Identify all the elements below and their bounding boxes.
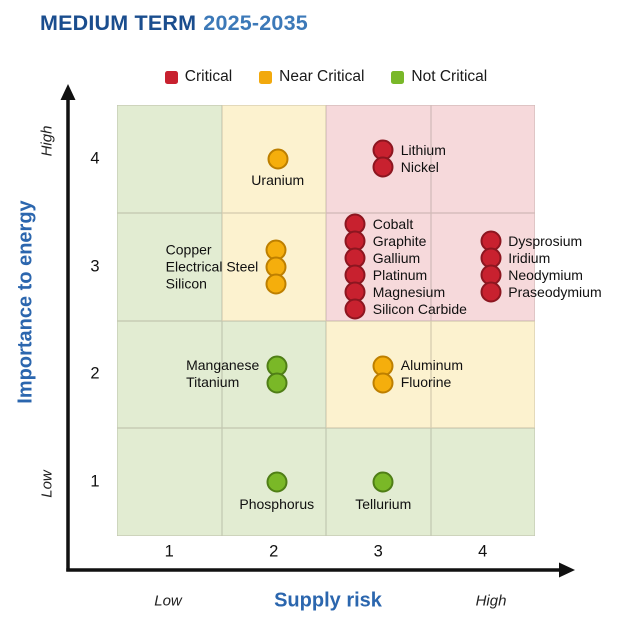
x-axis-low-label: Low (154, 592, 182, 610)
dysprosium-label-group: Dysprosium Iridium Neodymium Praseodymium (508, 233, 601, 301)
copper-label-group: Copper Electrical Steel Silicon (166, 241, 259, 292)
x-tick-3: 3 (373, 542, 383, 561)
nickel-dot (372, 156, 394, 178)
matrix-cell-x1-y4 (117, 105, 222, 213)
cobalt-label-group: Cobalt Graphite Gallium Platinum Magnesium Si… (373, 216, 467, 318)
critical-swatch-icon (164, 70, 178, 84)
aluminum-label: Aluminum (400, 357, 463, 374)
uranium-label: Uranium (251, 172, 305, 189)
manganese-label: Manganese (186, 357, 260, 374)
iridium-label: Iridium (508, 249, 551, 266)
silicon-label: Silicon (165, 275, 207, 292)
uranium-dot (267, 148, 289, 170)
not-critical-swatch-icon (391, 70, 405, 84)
y-tick-2: 2 (90, 364, 100, 383)
platinum-label: Platinum (372, 266, 428, 283)
legend-item-near-critical: Near Critical (259, 68, 364, 86)
silicon-carbide-dot (344, 298, 366, 320)
page-title-range: 2025-2035 (203, 11, 308, 35)
x-tick-2: 2 (269, 542, 279, 561)
matrix-cell-x3-y3 (326, 212, 431, 321)
x-tick-4: 4 (478, 542, 488, 561)
praseodymium-dot (480, 281, 502, 303)
matrix-cell-x1-y2 (117, 320, 222, 429)
matrix-cell-x1-y1 (117, 428, 222, 536)
titanium-label: Titanium (186, 374, 240, 391)
y-tick-1: 1 (90, 472, 100, 491)
matrix-cell-x4-y2 (430, 320, 535, 429)
lithium-label-group: Lithium Nickel (401, 142, 446, 176)
matrix-cell-x4-y1 (430, 428, 535, 536)
legend-label-critical: Critical (184, 68, 233, 85)
tellurium-dot (372, 471, 394, 493)
legend-label-near-critical: Near Critical (279, 68, 365, 85)
page-title-main: MEDIUM TERM (40, 11, 197, 35)
graphite-label: Graphite (372, 232, 427, 249)
x-tick-1: 1 (164, 542, 174, 561)
x-axis-arrowhead-icon (559, 562, 575, 578)
near-critical-swatch-icon (259, 70, 273, 84)
legend: Critical Near Critical Not Critical (117, 68, 535, 86)
neodymium-label: Neodymium (508, 266, 583, 283)
silicon-dot (265, 273, 287, 295)
tellurium-label: Tellurium (355, 495, 412, 512)
manganese-label-group: Manganese Titanium (186, 357, 259, 391)
legend-item-not-critical: Not Critical (391, 68, 487, 86)
y-axis-low-label: Low (38, 470, 56, 498)
titanium-dot (266, 372, 288, 394)
aluminum-label-group: Aluminum Fluorine (401, 357, 463, 391)
x-axis-high-label: High (475, 592, 507, 610)
cobalt-label: Cobalt (372, 215, 414, 232)
electrical-steel-label: Electrical Steel (165, 258, 259, 275)
matrix-plot-area: Uranium Lithium Nickel Copper Electrical Ste… (117, 105, 602, 536)
gallium-label: Gallium (372, 249, 421, 266)
y-axis-high-label: High (38, 125, 56, 157)
fluorine-dot (372, 372, 394, 394)
y-tick-4: 4 (90, 149, 100, 168)
y-axis-arrowhead-icon (60, 84, 76, 100)
phosphorus-label: Phosphorus (239, 495, 315, 512)
magnesium-label: Magnesium (372, 283, 446, 300)
legend-item-critical: Critical (164, 68, 233, 86)
fluorine-label: Fluorine (400, 374, 452, 391)
legend-label-not-critical: Not Critical (411, 68, 488, 85)
y-axis-title: Importance to energy (14, 200, 37, 404)
copper-label: Copper (165, 241, 212, 258)
dysprosium-label: Dysprosium (508, 232, 583, 249)
praseodymium-label: Praseodymium (508, 283, 602, 300)
matrix-cell-x1-y3 (117, 212, 222, 321)
silicon-carbide-label: Silicon Carbide (372, 300, 467, 317)
y-tick-3: 3 (90, 257, 100, 276)
nickel-label: Nickel (400, 158, 439, 175)
matrix-cell-x4-y4 (430, 105, 535, 213)
phosphorus-dot (266, 471, 288, 493)
page-title: MEDIUM TERM 2025-2035 (40, 11, 308, 36)
lithium-label: Lithium (400, 141, 446, 158)
x-axis-title: Supply risk (274, 589, 382, 612)
